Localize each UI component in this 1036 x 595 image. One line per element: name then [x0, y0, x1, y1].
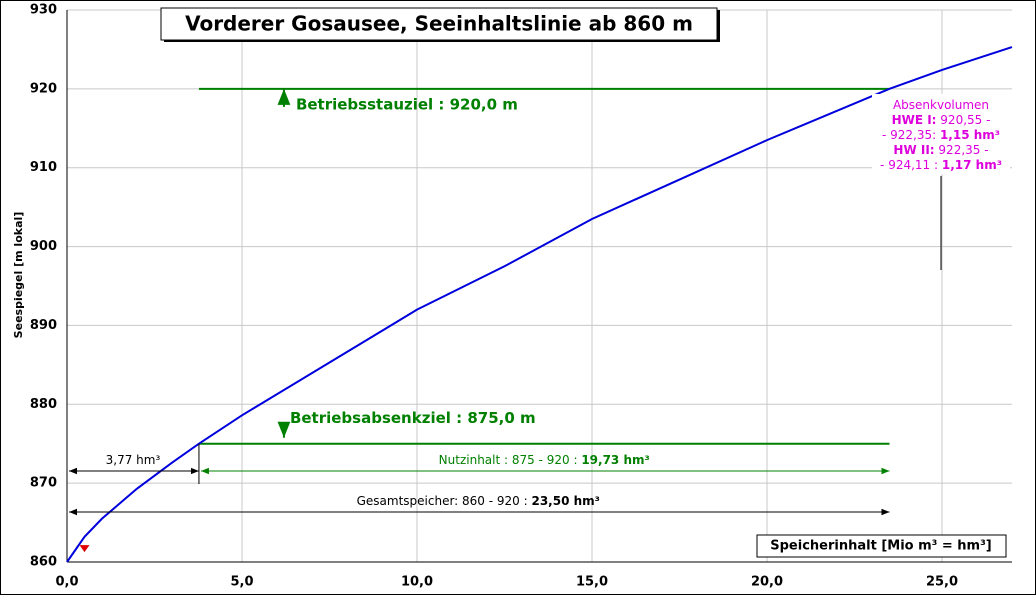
note-line: - 924,11 : 1,17 hm³: [880, 158, 1002, 172]
span-label-part: Gesamtspeicher: 860 - 920 :: [357, 494, 532, 508]
y-tick-label: 920: [30, 81, 57, 96]
y-tick-label: 880: [30, 397, 57, 412]
note-segment: - 922,35:: [882, 128, 940, 142]
span-label-part: 3,77 hm³: [106, 453, 161, 467]
note-line: HWE I: 920,55 -: [892, 113, 991, 127]
y-tick-label: 930: [30, 3, 57, 18]
note-line: Absenkvolumen: [893, 98, 989, 112]
span-label: Gesamtspeicher: 860 - 920 : 23,50 hm³: [357, 494, 600, 508]
x-label-box: [756, 534, 1007, 558]
x-tick-label: 20,0: [751, 575, 783, 590]
span-label: Nutzinhalt : 875 - 920 : 19,73 hm³: [439, 453, 650, 467]
note-box: [872, 94, 1010, 174]
y-tick-label: 860: [30, 555, 57, 570]
level-label: Betriebsstauziel : 920,0 m: [296, 95, 518, 113]
y-tick-label: 870: [30, 476, 57, 491]
note-segment: 1,17 hm³: [942, 158, 1002, 172]
span-label: 3,77 hm³: [106, 453, 161, 467]
note-line: - 922,35: 1,15 hm³: [882, 128, 1000, 142]
x-tick-label: 15,0: [576, 575, 608, 590]
y-tick-label: 900: [30, 239, 57, 254]
note-segment: 922,35 -: [935, 143, 989, 157]
chart-title: Vorderer Gosausee, Seeinhaltslinie ab 86…: [185, 12, 693, 36]
marker-triangle: [79, 545, 90, 553]
y-axis-label: Seespiegel [m lokal]: [12, 212, 25, 339]
x-tick-label: 25,0: [926, 575, 958, 590]
x-tick-label: 0,0: [55, 575, 78, 590]
span-label-part: Nutzinhalt : 875 - 920 :: [439, 453, 582, 467]
span-label-part: 23,50 hm³: [531, 494, 599, 508]
note-segment: 920,55 -: [936, 113, 990, 127]
note-segment: - 924,11 :: [880, 158, 942, 172]
note-segment: Absenkvolumen: [893, 98, 989, 112]
title-box: [160, 7, 718, 41]
curve: [66, 46, 1013, 563]
x-axis-label: Speicherinhalt [Mio m³ = hm³]: [770, 539, 991, 554]
note-line: HW II: 922,35 -: [893, 143, 988, 157]
note-segment: HWE I:: [892, 113, 937, 127]
level-label: Betriebsabsenkziel : 875,0 m: [290, 409, 536, 427]
y-tick-label: 890: [30, 318, 57, 333]
note-segment: HW II:: [893, 143, 934, 157]
span-label-part: 19,73 hm³: [581, 453, 649, 467]
x-tick-label: 10,0: [401, 575, 433, 590]
y-tick-label: 910: [30, 160, 57, 175]
note-segment: 1,15 hm³: [940, 128, 1000, 142]
x-tick-label: 5,0: [230, 575, 253, 590]
